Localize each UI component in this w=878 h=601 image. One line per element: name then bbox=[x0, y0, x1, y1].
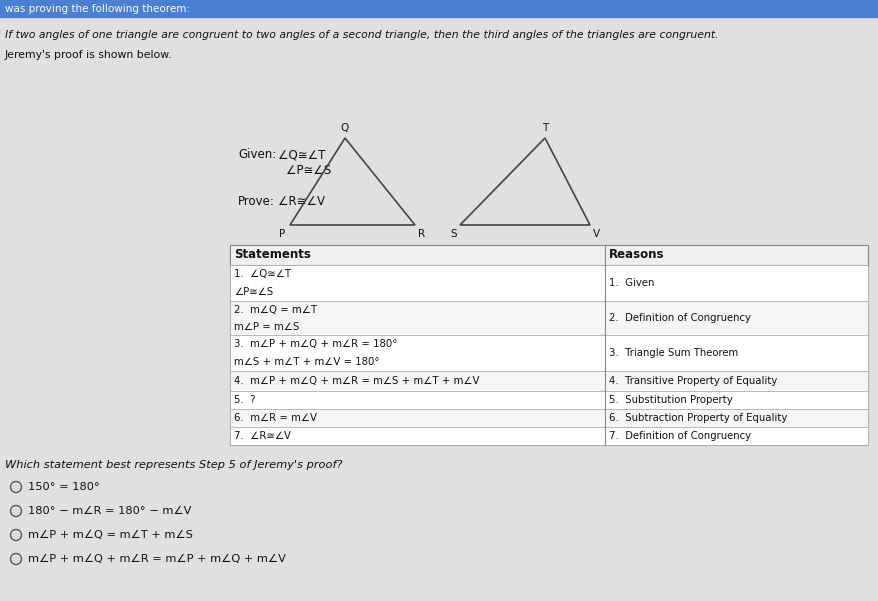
Text: 4.  m∠P + m∠Q + m∠R = m∠S + m∠T + m∠V: 4. m∠P + m∠Q + m∠R = m∠S + m∠T + m∠V bbox=[234, 376, 479, 386]
Bar bbox=[230, 301, 867, 335]
Text: S: S bbox=[450, 229, 457, 239]
Text: ∠P≅∠S: ∠P≅∠S bbox=[234, 287, 273, 297]
Text: was proving the following theorem:: was proving the following theorem: bbox=[5, 4, 190, 13]
Text: 3.  m∠P + m∠Q + m∠R = 180°: 3. m∠P + m∠Q + m∠R = 180° bbox=[234, 339, 397, 349]
Text: 4.  Transitive Property of Equality: 4. Transitive Property of Equality bbox=[608, 376, 776, 386]
Text: If two angles of one triangle are congruent to two angles of a second triangle, : If two angles of one triangle are congru… bbox=[5, 30, 718, 40]
Text: ∠P≅∠S: ∠P≅∠S bbox=[285, 164, 331, 177]
Text: V: V bbox=[593, 229, 600, 239]
Bar bbox=[230, 335, 867, 371]
Text: Reasons: Reasons bbox=[608, 248, 664, 261]
Text: m∠P + m∠Q = m∠T + m∠S: m∠P + m∠Q = m∠T + m∠S bbox=[28, 530, 192, 540]
Text: 2.  Definition of Congruency: 2. Definition of Congruency bbox=[608, 313, 750, 323]
Text: 3.  Triangle Sum Theorem: 3. Triangle Sum Theorem bbox=[608, 348, 738, 358]
Text: P: P bbox=[278, 229, 284, 239]
Bar bbox=[230, 265, 867, 301]
Text: 7.  Definition of Congruency: 7. Definition of Congruency bbox=[608, 431, 751, 441]
Text: Q: Q bbox=[341, 123, 349, 133]
Text: 150° = 180°: 150° = 180° bbox=[28, 482, 99, 492]
Bar bbox=[0, 0, 878, 17]
Text: ∠Q≅∠T: ∠Q≅∠T bbox=[277, 148, 325, 161]
Bar bbox=[230, 371, 867, 391]
Text: Prove:: Prove: bbox=[238, 195, 275, 208]
Text: R: R bbox=[418, 229, 425, 239]
Bar bbox=[230, 245, 867, 445]
Text: 6.  Subtraction Property of Equality: 6. Subtraction Property of Equality bbox=[608, 413, 787, 423]
Text: 2.  m∠Q = m∠T: 2. m∠Q = m∠T bbox=[234, 305, 317, 314]
Text: 180° − m∠R = 180° − m∠V: 180° − m∠R = 180° − m∠V bbox=[28, 506, 191, 516]
Text: Jeremy's proof is shown below.: Jeremy's proof is shown below. bbox=[5, 50, 172, 60]
Bar bbox=[230, 409, 867, 427]
Text: 1.  ∠Q≅∠T: 1. ∠Q≅∠T bbox=[234, 269, 291, 279]
Text: 5.  Substitution Property: 5. Substitution Property bbox=[608, 395, 732, 405]
Text: T: T bbox=[541, 123, 548, 133]
Text: ∠R≅∠V: ∠R≅∠V bbox=[277, 195, 325, 208]
Text: 7.  ∠R≅∠V: 7. ∠R≅∠V bbox=[234, 431, 291, 441]
Text: 6.  m∠R = m∠V: 6. m∠R = m∠V bbox=[234, 413, 316, 423]
Text: Statements: Statements bbox=[234, 248, 311, 261]
Text: m∠P = m∠S: m∠P = m∠S bbox=[234, 322, 299, 332]
Bar bbox=[230, 245, 867, 265]
Text: 1.  Given: 1. Given bbox=[608, 278, 653, 288]
Text: m∠P + m∠Q + m∠R = m∠P + m∠Q + m∠V: m∠P + m∠Q + m∠R = m∠P + m∠Q + m∠V bbox=[28, 554, 285, 564]
Text: Which statement best represents Step 5 of Jeremy's proof?: Which statement best represents Step 5 o… bbox=[5, 460, 342, 470]
Bar bbox=[230, 427, 867, 445]
Text: Given:: Given: bbox=[238, 148, 276, 161]
Text: m∠S + m∠T + m∠V = 180°: m∠S + m∠T + m∠V = 180° bbox=[234, 357, 379, 367]
Bar bbox=[230, 391, 867, 409]
Text: 5.  ?: 5. ? bbox=[234, 395, 255, 405]
